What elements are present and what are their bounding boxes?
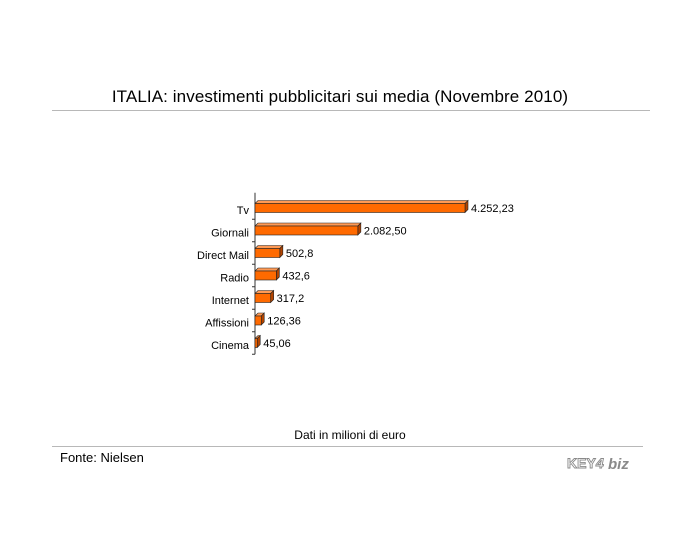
svg-text:biz: biz bbox=[608, 456, 629, 473]
units-caption: Dati in milioni di euro bbox=[294, 428, 406, 442]
bar bbox=[254, 315, 262, 326]
category-label: Cinema bbox=[211, 340, 250, 352]
bar bbox=[254, 203, 466, 213]
svg-text:KEY: KEY bbox=[567, 455, 596, 471]
bar bbox=[254, 248, 281, 258]
value-label: 126,36 bbox=[267, 316, 301, 328]
bar bbox=[254, 293, 271, 303]
chart-title: ITALIA: investimenti pubblicitari sui me… bbox=[111, 87, 569, 106]
value-label: 317,2 bbox=[277, 293, 305, 305]
value-label: 432,6 bbox=[282, 271, 310, 283]
svg-text:4: 4 bbox=[595, 455, 604, 471]
category-label: Affissioni bbox=[205, 318, 249, 330]
category-label: Direct Mail bbox=[197, 250, 249, 262]
category-label: Tv bbox=[237, 205, 250, 217]
bar-top-face bbox=[254, 267, 281, 272]
bar-top-face bbox=[254, 222, 362, 227]
source-note: Fonte: Nielsen bbox=[60, 450, 144, 465]
labels: Tv 4.252,23 Giornali 2.082,50 Direct Mail 502… bbox=[197, 203, 514, 352]
value-label: 502,8 bbox=[286, 248, 314, 260]
bar bbox=[254, 338, 258, 348]
bar-top-face bbox=[254, 245, 284, 249]
value-label: 2.082,50 bbox=[364, 226, 407, 238]
value-label: 45,06 bbox=[263, 338, 291, 350]
bar bbox=[254, 270, 277, 281]
category-label: Internet bbox=[212, 295, 249, 307]
key4biz-logo: KEY 4 biz bbox=[567, 455, 630, 473]
category-label: Radio bbox=[220, 273, 249, 285]
top-divider bbox=[52, 110, 650, 111]
bar-top-face bbox=[254, 200, 469, 204]
value-label: 4.252,23 bbox=[471, 203, 514, 215]
bars bbox=[254, 199, 469, 349]
category-axis bbox=[252, 192, 256, 355]
bottom-divider bbox=[52, 446, 643, 447]
bar bbox=[254, 225, 359, 236]
category-label: Giornali bbox=[211, 228, 249, 240]
